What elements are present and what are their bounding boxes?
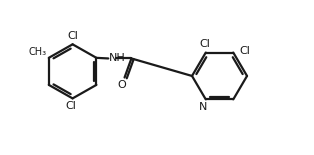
Text: O: O: [118, 80, 127, 90]
Text: NH: NH: [109, 53, 126, 63]
Text: Cl: Cl: [239, 46, 250, 56]
Text: N: N: [198, 102, 207, 112]
Text: Cl: Cl: [67, 31, 78, 41]
Text: Cl: Cl: [200, 39, 211, 49]
Text: Cl: Cl: [66, 102, 77, 111]
Text: CH₃: CH₃: [28, 47, 46, 57]
